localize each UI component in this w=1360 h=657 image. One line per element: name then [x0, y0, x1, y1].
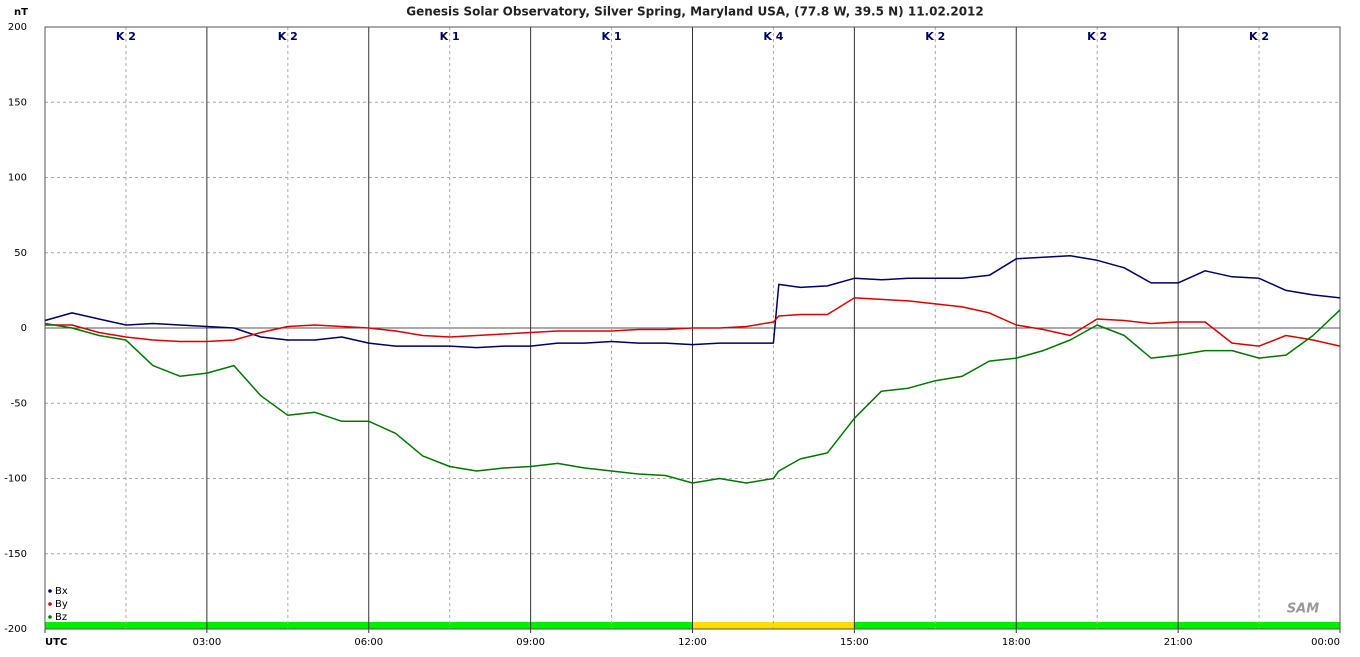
k-index: K 1 [440, 30, 460, 43]
series-line [45, 297, 1341, 347]
legend-label: By [55, 599, 68, 610]
k-index: K 2 [278, 30, 298, 43]
series-line [44, 255, 1341, 349]
legend-marker [48, 602, 52, 606]
x-tick-label: 00:00 [1311, 637, 1340, 648]
y-tick-label: 50 [14, 248, 27, 259]
k-index: K 1 [602, 30, 622, 43]
x-tick-label: 18:00 [1002, 637, 1031, 648]
y-tick-label: -150 [4, 549, 27, 560]
y-tick-label: -50 [11, 398, 27, 409]
status-bar [206, 622, 369, 629]
k-index: K 2 [116, 30, 136, 43]
status-bar [692, 622, 855, 629]
x-tick-label: 21:00 [1164, 637, 1193, 648]
legend-label: Bz [55, 612, 67, 623]
legend-label: Bx [55, 586, 68, 597]
x-tick-label: 15:00 [840, 637, 869, 648]
legend-marker [48, 589, 52, 593]
x-tick-label: 09:00 [516, 637, 545, 648]
status-bar [368, 622, 531, 629]
y-tick-label: 100 [8, 173, 27, 184]
x-tick-label: UTC [45, 637, 67, 648]
y-tick-label: 200 [8, 22, 27, 33]
k-index: K 2 [1249, 30, 1269, 43]
k-index: K 2 [925, 30, 945, 43]
plot-frame [44, 26, 1341, 630]
status-bar [45, 622, 207, 629]
y-tick-label: -200 [4, 624, 27, 635]
k-index: K 4 [763, 30, 783, 43]
y-tick-label: 150 [8, 97, 27, 108]
y-tick-label: -100 [4, 474, 27, 485]
status-bar [854, 622, 1017, 629]
y-tick-label: 0 [21, 323, 27, 334]
series-line [44, 309, 1341, 484]
y-axis-label: nT [14, 7, 28, 18]
logo: SAM [1287, 602, 1319, 617]
chart-title: Genesis Solar Observatory, Silver Spring… [406, 5, 984, 19]
legend-marker [48, 615, 52, 619]
x-tick-label: 06:00 [354, 637, 383, 648]
x-tick-label: 12:00 [678, 637, 707, 648]
k-index: K 2 [1087, 30, 1107, 43]
status-bar [1016, 622, 1179, 629]
status-bar [530, 622, 693, 629]
status-bar [1178, 622, 1340, 629]
x-tick-label: 03:00 [192, 637, 221, 648]
